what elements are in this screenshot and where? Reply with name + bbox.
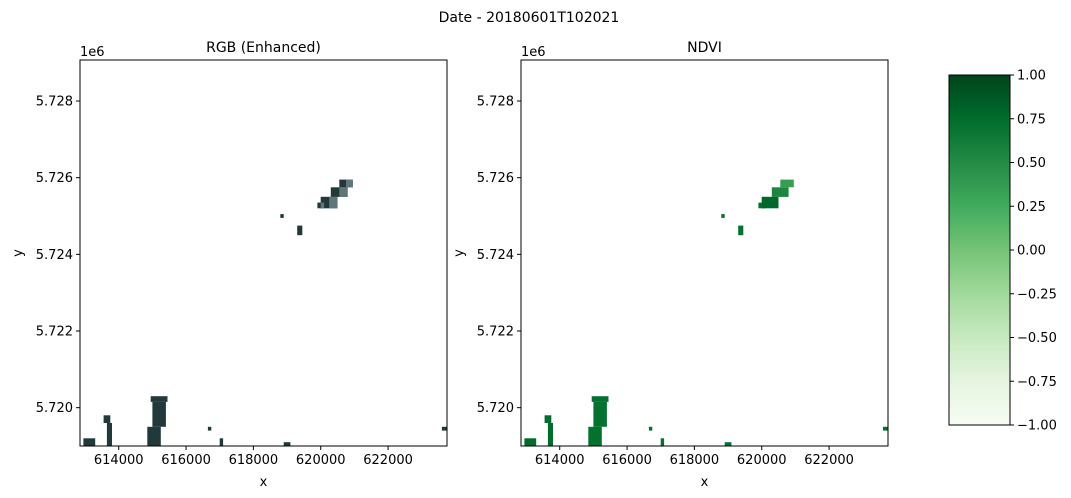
ndvi-y-axis-label: y — [452, 249, 467, 257]
rgb-panel-title: RGB (Enhanced) — [206, 40, 321, 56]
ndvi-y-tick-label: 5.728 — [477, 95, 514, 110]
ndvi-x-tick-label: 616000 — [602, 453, 652, 468]
ndvi-y-tick-label: 5.724 — [477, 248, 514, 263]
rgb-y-tick-label: 5.722 — [36, 325, 73, 340]
colorbar-gradient — [948, 74, 1011, 426]
ndvi-pixel-patch — [591, 396, 609, 402]
rgb-pixel-patch — [441, 426, 447, 431]
rgb-pixel-patch — [280, 214, 284, 218]
figure-suptitle: Date - 20180601T102021 — [439, 10, 620, 26]
rgb-pixel-patch — [320, 196, 338, 209]
colorbar-tick-label: 0.75 — [1017, 112, 1046, 127]
rgb-y-axis-label: y — [11, 249, 26, 257]
ndvi-pixel-patch — [882, 426, 888, 431]
ndvi-y-tick-label: 5.726 — [477, 171, 514, 186]
rgb-panel: RGB (Enhanced) 1e6 614000 616000 618000 620… — [11, 40, 448, 490]
rgb-pixel-patch — [106, 423, 112, 446]
rgb-x-axis-label: x — [260, 475, 268, 490]
rgb-pixel-patch — [297, 225, 303, 236]
colorbar-tick-label: −0.25 — [1017, 287, 1057, 302]
rgb-x-tick-label: 616000 — [161, 453, 211, 468]
ndvi-pixel-patch — [660, 438, 665, 446]
ndvi-pixel-patch — [738, 225, 744, 236]
colorbar-tick-label: −1.00 — [1017, 419, 1057, 434]
rgb-pixel-highlight — [346, 179, 353, 188]
rgb-image — [83, 179, 447, 446]
colorbar-tick-label: −0.75 — [1017, 375, 1057, 390]
rgb-x-tick-label: 614000 — [94, 453, 144, 468]
rgb-y-tick-label: 5.720 — [36, 401, 73, 416]
colorbar-tick-label: 1.00 — [1017, 69, 1046, 84]
rgb-pixel-patch — [103, 415, 111, 423]
ndvi-pixel-patch — [524, 438, 537, 446]
ndvi-pixel-patch — [593, 401, 607, 427]
ndvi-plot-frame — [520, 59, 889, 447]
rgb-y-tick-label: 5.728 — [36, 95, 73, 110]
rgb-pixel-patch — [207, 426, 212, 431]
ndvi-pixel-patch — [780, 179, 794, 188]
rgb-plot-frame — [79, 59, 448, 447]
ndvi-panel: NDVI 1e6 614000 616000 618000 620000 622000 … — [452, 40, 889, 490]
rgb-x-tick-label: 622000 — [363, 453, 413, 468]
rgb-pixel-highlight — [320, 202, 325, 209]
ndvi-y-axis: 5.720 5.722 5.724 5.726 5.728 — [477, 95, 521, 416]
ndvi-x-axis: 614000 616000 618000 620000 622000 — [535, 446, 854, 468]
ndvi-panel-title: NDVI — [687, 40, 722, 56]
ndvi-pixel-patch — [771, 187, 789, 197]
ndvi-x-axis-label: x — [701, 475, 709, 490]
rgb-pixel-patch — [330, 187, 348, 197]
rgb-pixel-highlight — [329, 196, 338, 209]
rgb-x-tick-label: 620000 — [296, 453, 346, 468]
colorbar-tick-label: 0.00 — [1017, 244, 1046, 259]
ndvi-pixel-patch — [588, 426, 602, 446]
ndvi-x-tick-label: 618000 — [670, 453, 720, 468]
rgb-panel-offset-label: 1e6 — [80, 45, 105, 60]
rgb-y-axis: 5.720 5.722 5.724 5.726 5.728 — [36, 95, 80, 416]
rgb-pixel-patch — [152, 401, 166, 427]
colorbar-tick-label: 0.25 — [1017, 200, 1046, 215]
ndvi-x-tick-label: 622000 — [804, 453, 854, 468]
rgb-pixel-patch — [219, 438, 224, 446]
colorbar-tick-label: 0.50 — [1017, 156, 1046, 171]
rgb-pixel-patch — [150, 396, 168, 402]
rgb-x-tick-label: 618000 — [229, 453, 279, 468]
colorbar: 1.00 0.75 0.50 0.25 0.00 −0.25 −0.50 −0.75 −1.00 — [948, 69, 1057, 434]
rgb-x-axis: 614000 616000 618000 620000 622000 — [94, 446, 413, 468]
rgb-y-tick-label: 5.724 — [36, 248, 73, 263]
colorbar-ticks: 1.00 0.75 0.50 0.25 0.00 −0.25 −0.50 −0.75 −1.00 — [1010, 69, 1057, 434]
rgb-pixel-patch — [283, 442, 291, 446]
colorbar-tick-label: −0.50 — [1017, 331, 1057, 346]
rgb-pixel-highlight — [339, 187, 348, 197]
ndvi-pixel-patch — [544, 415, 552, 423]
ndvi-y-tick-label: 5.720 — [477, 401, 514, 416]
ndvi-image — [524, 179, 888, 446]
ndvi-panel-offset-label: 1e6 — [521, 45, 546, 60]
ndvi-y-tick-label: 5.722 — [477, 325, 514, 340]
ndvi-pixel-patch — [724, 442, 732, 446]
rgb-pixel-patch — [147, 426, 161, 446]
ndvi-pixel-patch — [761, 196, 779, 209]
rgb-pixel-patch — [83, 438, 96, 446]
ndvi-pixel-patch — [547, 423, 553, 446]
ndvi-x-tick-label: 620000 — [737, 453, 787, 468]
rgb-y-tick-label: 5.726 — [36, 171, 73, 186]
ndvi-pixel-patch — [721, 214, 725, 218]
ndvi-pixel-patch — [648, 426, 653, 431]
ndvi-x-tick-label: 614000 — [535, 453, 585, 468]
